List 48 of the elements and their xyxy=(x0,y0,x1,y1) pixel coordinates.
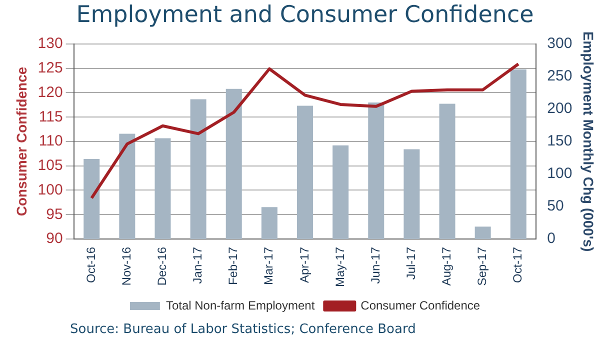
y2-tick-label: 250 xyxy=(547,68,572,85)
x-tick-label: Dec-16 xyxy=(155,246,170,286)
legend-label: Total Non-farm Employment xyxy=(166,298,316,312)
y-tick-label: 95 xyxy=(46,206,63,223)
y-tick-label: 115 xyxy=(38,108,63,126)
bar xyxy=(368,102,384,239)
y-tick-label: 100 xyxy=(38,181,63,198)
x-tick-label: Sep-17 xyxy=(475,246,490,286)
x-tick-label: Feb-17 xyxy=(226,246,240,286)
x-tick-label: May-17 xyxy=(332,246,347,287)
x-tick-label: Oct-17 xyxy=(510,246,525,283)
bar xyxy=(332,145,349,239)
x-tick-label: Apr-17 xyxy=(297,246,312,284)
x-tick-label: Nov-16 xyxy=(119,246,134,286)
bar xyxy=(154,138,171,239)
y-tick-label: 105 xyxy=(38,157,63,174)
bar xyxy=(119,134,136,239)
x-tick-label: Jan-17 xyxy=(190,246,205,284)
bar xyxy=(297,106,313,239)
bar xyxy=(84,159,100,239)
x-tick-label: Aug-17 xyxy=(440,246,454,286)
y-axis-title: Consumer Confidence xyxy=(13,66,30,216)
bar xyxy=(439,104,456,239)
y2-tick-label: 50 xyxy=(547,198,564,215)
source-note: Source: Bureau of Labor Statistics; Conference Board xyxy=(70,322,416,337)
bar xyxy=(261,207,278,239)
y2-tick-label: 150 xyxy=(547,132,572,150)
bar xyxy=(510,69,526,239)
y-tick-label: 125 xyxy=(38,60,63,77)
y2-tick-label: 0 xyxy=(547,230,556,248)
legend-label: Consumer Confidence xyxy=(360,298,480,312)
y2-tick-label: 200 xyxy=(547,100,572,118)
y-tick-label: 90 xyxy=(46,230,63,248)
bar xyxy=(404,149,420,239)
bar xyxy=(226,88,242,239)
y2-tick-label: 100 xyxy=(547,165,572,182)
x-tick-label: Jun-17 xyxy=(368,246,382,284)
y-tick-label: 110 xyxy=(38,132,63,150)
y-tick-label: 130 xyxy=(38,35,63,52)
x-tick-label: Jul-17 xyxy=(404,246,418,280)
bar xyxy=(474,226,491,239)
y-tick-label: 120 xyxy=(38,84,63,101)
chart-title: Employment and Consumer Confidence xyxy=(75,2,535,28)
x-tick-label: Oct-16 xyxy=(84,246,98,283)
y2-axis-title: Employment Monthly Chg (000's) xyxy=(580,31,597,252)
y2-tick-label: 300 xyxy=(547,35,572,52)
x-tick-label: Mar-17 xyxy=(262,246,276,285)
bar xyxy=(190,99,206,239)
